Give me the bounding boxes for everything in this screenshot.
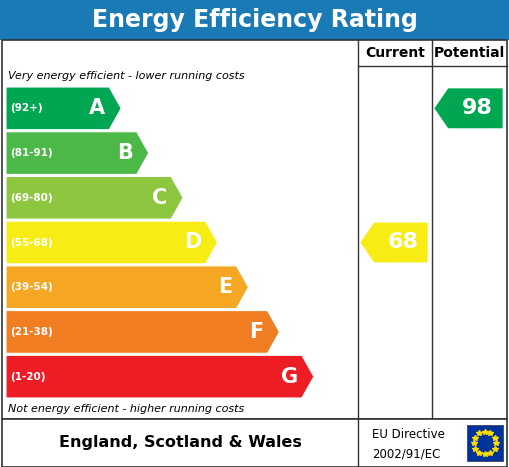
Text: B: B [117, 143, 133, 163]
Text: (21-38): (21-38) [10, 327, 53, 337]
Text: G: G [281, 367, 298, 387]
Text: (81-91): (81-91) [10, 148, 52, 158]
Bar [2, 40, 507, 419]
Bar [2, 419, 507, 467]
Text: EU Directive: EU Directive [372, 428, 445, 441]
Text: 2002/91/EC: 2002/91/EC [372, 447, 440, 460]
Text: (1-20): (1-20) [10, 372, 45, 382]
Text: Energy Efficiency Rating: Energy Efficiency Rating [92, 8, 417, 32]
Polygon shape [6, 87, 121, 130]
Polygon shape [6, 355, 314, 398]
Text: (69-80): (69-80) [10, 193, 52, 203]
Bar [467, 425, 503, 461]
Text: 98: 98 [462, 99, 493, 118]
Text: 68: 68 [387, 233, 418, 253]
Text: (92+): (92+) [10, 103, 43, 113]
Polygon shape [6, 311, 279, 354]
Text: F: F [249, 322, 264, 342]
Text: E: E [218, 277, 233, 297]
Polygon shape [6, 132, 149, 175]
Polygon shape [6, 221, 217, 264]
Polygon shape [6, 266, 248, 309]
Polygon shape [6, 177, 183, 219]
Text: Current: Current [365, 46, 425, 60]
Text: A: A [89, 99, 105, 118]
Text: D: D [184, 233, 202, 253]
Text: Potential: Potential [434, 46, 505, 60]
Text: Very energy efficient - lower running costs: Very energy efficient - lower running co… [8, 71, 245, 81]
Text: England, Scotland & Wales: England, Scotland & Wales [59, 436, 301, 451]
Bar [0, 0, 509, 40]
Text: (55-68): (55-68) [10, 238, 53, 248]
Polygon shape [434, 88, 503, 129]
Text: (39-54): (39-54) [10, 282, 53, 292]
Polygon shape [360, 222, 428, 263]
Text: C: C [152, 188, 167, 208]
Text: Not energy efficient - higher running costs: Not energy efficient - higher running co… [8, 404, 244, 414]
